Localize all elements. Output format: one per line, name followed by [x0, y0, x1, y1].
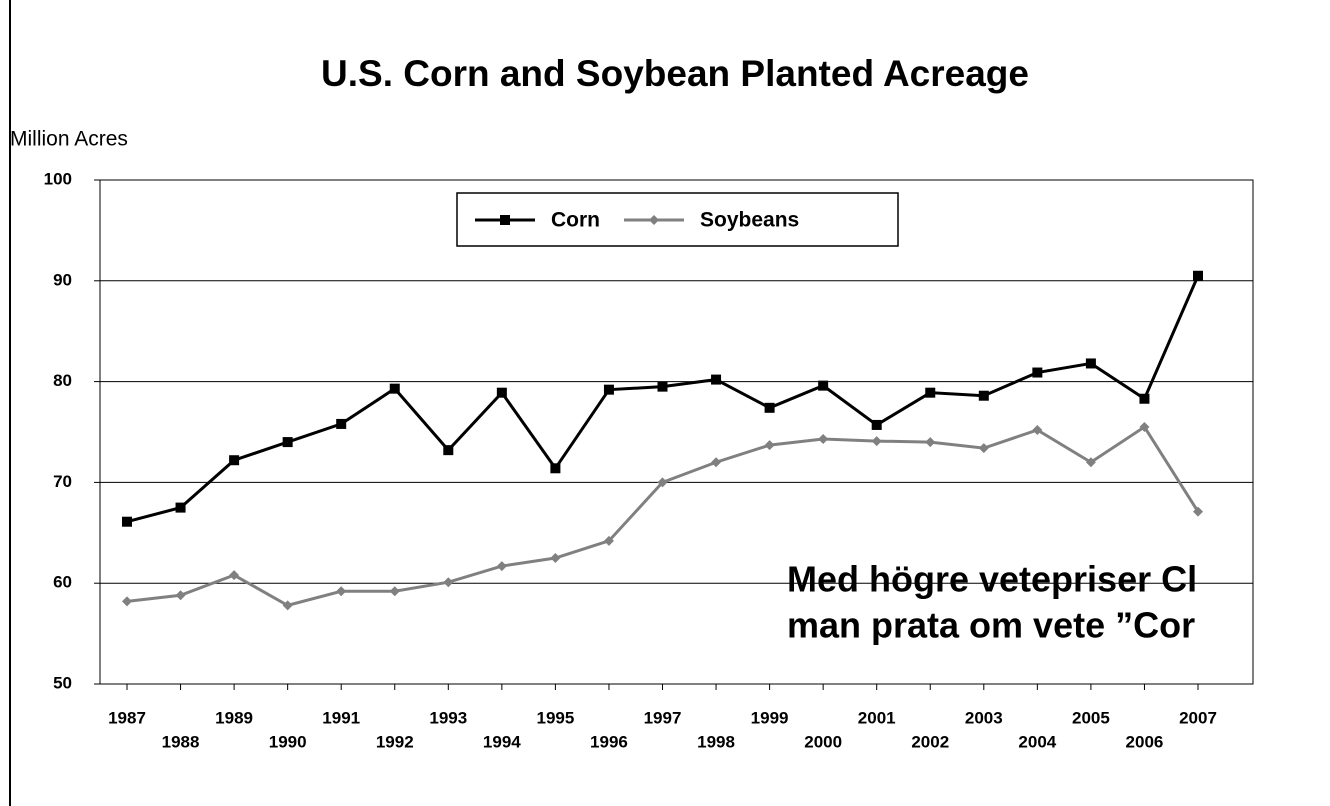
x-tick-label: 1987 [108, 708, 146, 727]
y-tick-label: 80 [53, 371, 72, 390]
point [282, 437, 293, 448]
point [871, 419, 882, 430]
point [550, 463, 561, 474]
y-tick-label: 70 [53, 472, 72, 491]
annotation: man prata om vete ”Cor [787, 605, 1195, 646]
x-tick-label: 1999 [751, 708, 789, 727]
point [1139, 421, 1150, 432]
x-tick-label: 2001 [858, 708, 896, 727]
point [1032, 367, 1043, 378]
point [871, 436, 882, 447]
legend-label: Corn [551, 209, 600, 232]
point [603, 535, 614, 546]
x-tick-label: 1996 [590, 732, 628, 751]
point [1085, 457, 1096, 468]
point [603, 384, 614, 395]
plot-frame [99, 179, 1254, 685]
point [1193, 270, 1203, 281]
point [925, 387, 936, 398]
point [229, 455, 240, 466]
point [1032, 424, 1043, 435]
point [496, 561, 507, 572]
point [978, 390, 989, 401]
point [925, 437, 936, 448]
point [978, 443, 989, 454]
x-tick-label: 2002 [911, 732, 949, 751]
point [389, 586, 400, 597]
point [550, 553, 561, 563]
point [711, 374, 722, 385]
point [657, 477, 668, 488]
point [657, 381, 668, 392]
x-tick-label: 1994 [483, 732, 521, 751]
point [1085, 358, 1096, 369]
x-tick-label: 2003 [965, 708, 1003, 727]
x-tick-label: 1995 [536, 708, 574, 727]
x-tick-label: 2006 [1126, 732, 1164, 751]
point [764, 402, 775, 413]
x-tick-label: 1993 [429, 708, 467, 727]
x-tick-label: 1992 [376, 732, 414, 751]
x-tick-label: 1988 [162, 732, 200, 751]
x-tick-label: 1991 [322, 708, 360, 727]
point [443, 577, 454, 588]
y-axis-label: Million Acres [10, 128, 128, 151]
point [336, 586, 347, 597]
x-tick-label: 1989 [215, 708, 253, 727]
point [818, 380, 829, 391]
y-tick-label: 100 [44, 169, 72, 188]
x-tick-label: 2004 [1018, 732, 1056, 751]
x-tick-label: 1998 [697, 732, 735, 751]
point [175, 502, 186, 513]
point [443, 445, 454, 456]
x-tick-label: 2000 [804, 732, 842, 751]
point [496, 387, 507, 398]
x-tick-label: 1997 [644, 708, 682, 727]
y-tick-label: 60 [53, 573, 72, 592]
point [649, 215, 659, 225]
point [711, 457, 722, 468]
y-tick-label: 50 [53, 673, 72, 692]
x-tick-label: 1990 [269, 732, 307, 751]
x-tick-label: 2007 [1179, 708, 1217, 727]
point [336, 418, 347, 429]
point [764, 440, 775, 451]
point [1193, 506, 1203, 517]
point [122, 516, 132, 527]
point [175, 590, 186, 601]
point [229, 570, 240, 581]
point [818, 434, 829, 445]
point [500, 215, 510, 225]
y-tick-label: 90 [53, 270, 72, 289]
annotation: Med högre vetepriser Cl [787, 559, 1197, 600]
point [1139, 393, 1150, 404]
point [122, 596, 132, 607]
x-tick-label: 2005 [1072, 708, 1110, 727]
chart-title: U.S. Corn and Soybean Planted Acreage [321, 53, 1029, 94]
point [389, 383, 400, 394]
legend-label: Soybeans [700, 209, 799, 232]
point [282, 600, 293, 611]
